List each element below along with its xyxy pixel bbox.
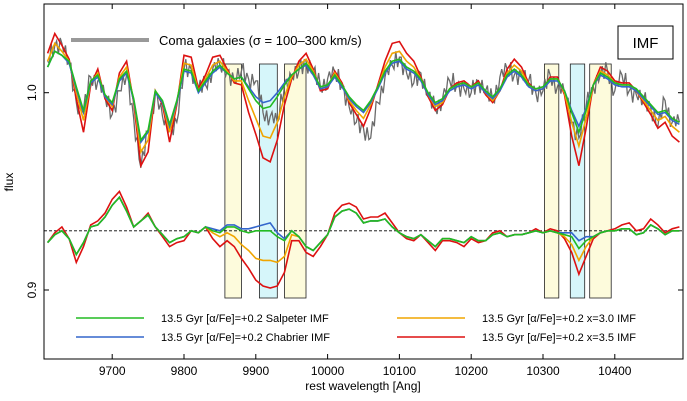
cyan-index-band — [258, 63, 278, 299]
plot-frame — [43, 3, 684, 360]
x-tick-label: 10400 — [598, 364, 632, 378]
x-axis-title: rest wavelength [Ang] — [305, 379, 420, 393]
y-axis-title: flux — [2, 173, 16, 192]
model-top-line-salpeter — [46, 50, 680, 143]
x-tick-label: 10200 — [455, 364, 489, 378]
yellow-index-band — [224, 63, 242, 299]
model-legend: 13.5 Gyr [α/Fe]=+0.2 Salpeter IMF 13.5 G… — [76, 313, 636, 344]
x-tick-label: 9800 — [171, 364, 198, 378]
x-tick-label: 10000 — [311, 364, 345, 378]
y-tick-label: 0.9 — [25, 281, 39, 298]
x-tick-label: 9700 — [99, 364, 126, 378]
cyan-index-band — [569, 63, 586, 299]
x-tick-label: 10300 — [526, 364, 560, 378]
legend-label-salpeter: 13.5 Gyr [α/Fe]=+0.2 Salpeter IMF — [161, 313, 329, 325]
x-tick-label: 9900 — [242, 364, 269, 378]
model-bottom-line-salpeter — [47, 195, 680, 257]
model-spectra-layer — [46, 31, 680, 289]
yellow-index-band — [589, 63, 612, 299]
y-tick-label: 1.0 — [25, 84, 39, 101]
legend-label-chabrier: 13.5 Gyr [α/Fe]=+0.2 Chabrier IMF — [161, 332, 330, 344]
x-tick-label: 10100 — [383, 364, 417, 378]
yellow-index-band — [284, 63, 307, 299]
legend-label-x30: 13.5 Gyr [α/Fe]=+0.2 x=3.0 IMF — [482, 313, 636, 325]
legend-label-x35: 13.5 Gyr [α/Fe]=+0.2 x=3.5 IMF — [482, 332, 636, 344]
imf-label-box — [617, 25, 674, 60]
axis-ticks-layer: 9700 9800 9900 10000 10100 10200 10300 10400 0.9… — [25, 4, 683, 378]
yellow-index-band — [544, 63, 560, 299]
observed-legend-label: Coma galaxies (σ = 100–300 km/s) — [159, 33, 362, 48]
imf-panel-label: IMF — [633, 35, 659, 52]
